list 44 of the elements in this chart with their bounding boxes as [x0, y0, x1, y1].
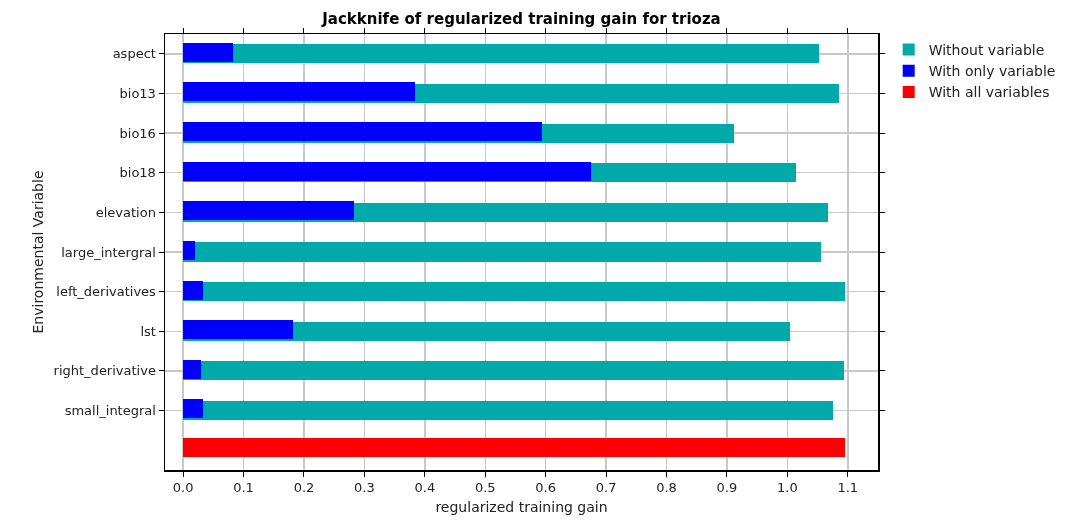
bar [183, 44, 820, 64]
bar [183, 82, 415, 102]
y-tick-label: lst [140, 323, 156, 339]
bar [183, 359, 202, 379]
bar [183, 282, 846, 302]
chart-title: Jackknife of regularized training gain for trioza [321, 10, 721, 29]
bar [183, 280, 204, 300]
y-tick-label: aspect [112, 46, 156, 62]
x-axis-title: regularized training gain [435, 499, 608, 516]
y-tick-label: left_derivatives [56, 284, 157, 300]
y-tick-label: large_intergral [61, 244, 156, 260]
x-tick-label: 0.6 [535, 480, 557, 496]
x-tick-label: 1.0 [777, 480, 798, 496]
y-tick-label: bio18 [119, 165, 156, 181]
x-tick-label: 0.9 [716, 480, 738, 496]
x-tick-label: 0.3 [354, 480, 375, 496]
bar [183, 361, 844, 381]
bar [183, 121, 543, 142]
bar [183, 401, 833, 421]
x-tick-label: 0.8 [656, 480, 677, 496]
bar [183, 320, 294, 340]
x-tick-label: 0.4 [414, 480, 436, 496]
x-tick-label: 0.7 [595, 480, 617, 496]
y-tick-label: small_integral [64, 403, 156, 419]
x-tick-label: 0.5 [474, 480, 496, 496]
y-tick-label: right_derivative [53, 363, 156, 379]
legend-label: With all variables [928, 84, 1050, 101]
bar [183, 437, 846, 457]
bar [183, 42, 234, 62]
x-tick-label: 1.1 [837, 480, 859, 496]
y-axis-title: Environmental Variable [30, 170, 47, 334]
x-tick-label: 0.2 [293, 480, 315, 496]
bar [183, 240, 196, 260]
y-tick-label: bio13 [119, 86, 156, 101]
y-tick-label: elevation [95, 204, 156, 220]
legend-label: With only variable [928, 63, 1056, 80]
bar [183, 242, 821, 262]
legend-label: Without variable [928, 42, 1045, 59]
x-tick-label: 0.0 [172, 480, 194, 496]
y-tick-label: bio16 [119, 125, 156, 141]
x-tick-label: 0.1 [233, 480, 254, 496]
bar [183, 161, 591, 181]
bar [183, 201, 354, 221]
bar [183, 399, 204, 419]
